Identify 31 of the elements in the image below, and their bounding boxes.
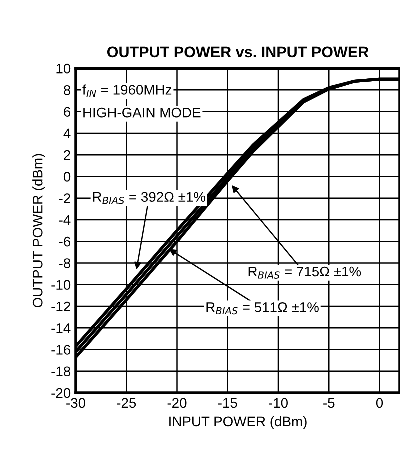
x-tick-label: -25 xyxy=(117,398,136,408)
chart-title: OUTPUT POWER vs. INPUT POWER xyxy=(107,46,369,58)
y-tick-label: 8 xyxy=(64,86,71,96)
y-tick-label: -20 xyxy=(52,388,71,398)
annotation: f$_{IN}$ = 1960MHz xyxy=(82,84,172,98)
y-tick-label: -18 xyxy=(52,366,71,377)
y-tick-label: 6 xyxy=(64,107,71,117)
y-tick-label: -14 xyxy=(52,324,71,334)
x-tick-label: -20 xyxy=(168,398,187,408)
y-axis-title: OUTPUT POWER (dBm) xyxy=(32,154,46,308)
annotation: R$_{BIAS}$ = 511Ω ±1% xyxy=(206,302,319,315)
y-tick-label: -10 xyxy=(52,280,71,290)
annotation: HIGH-GAIN MODE xyxy=(84,108,201,118)
annotation: R$_{BIAS}$ = 715Ω ±1% xyxy=(248,266,362,279)
y-tick-label: -4 xyxy=(59,215,71,225)
y-tick-label: 0 xyxy=(64,172,71,182)
y-tick-label: -2 xyxy=(59,194,70,204)
y-tick-label: 2 xyxy=(64,150,70,160)
x-tick-label: -5 xyxy=(324,398,335,408)
x-axis-title: INPUT POWER (dBm) xyxy=(170,416,307,430)
y-tick-label: 4 xyxy=(64,128,71,138)
y-tick-label: -6 xyxy=(59,236,71,247)
annotation: R$_{BIAS}$ = 392Ω ±1% xyxy=(93,192,206,204)
y-tick-label: 10 xyxy=(56,64,71,74)
x-tick-label: 0 xyxy=(376,398,384,408)
y-tick-label: -8 xyxy=(59,258,71,268)
x-tick-label: -30 xyxy=(66,398,86,408)
y-tick-label: -12 xyxy=(52,302,70,312)
y-tick-label: -16 xyxy=(52,345,71,355)
x-tick-label: -15 xyxy=(218,398,238,408)
x-tick-label: -10 xyxy=(269,398,288,408)
